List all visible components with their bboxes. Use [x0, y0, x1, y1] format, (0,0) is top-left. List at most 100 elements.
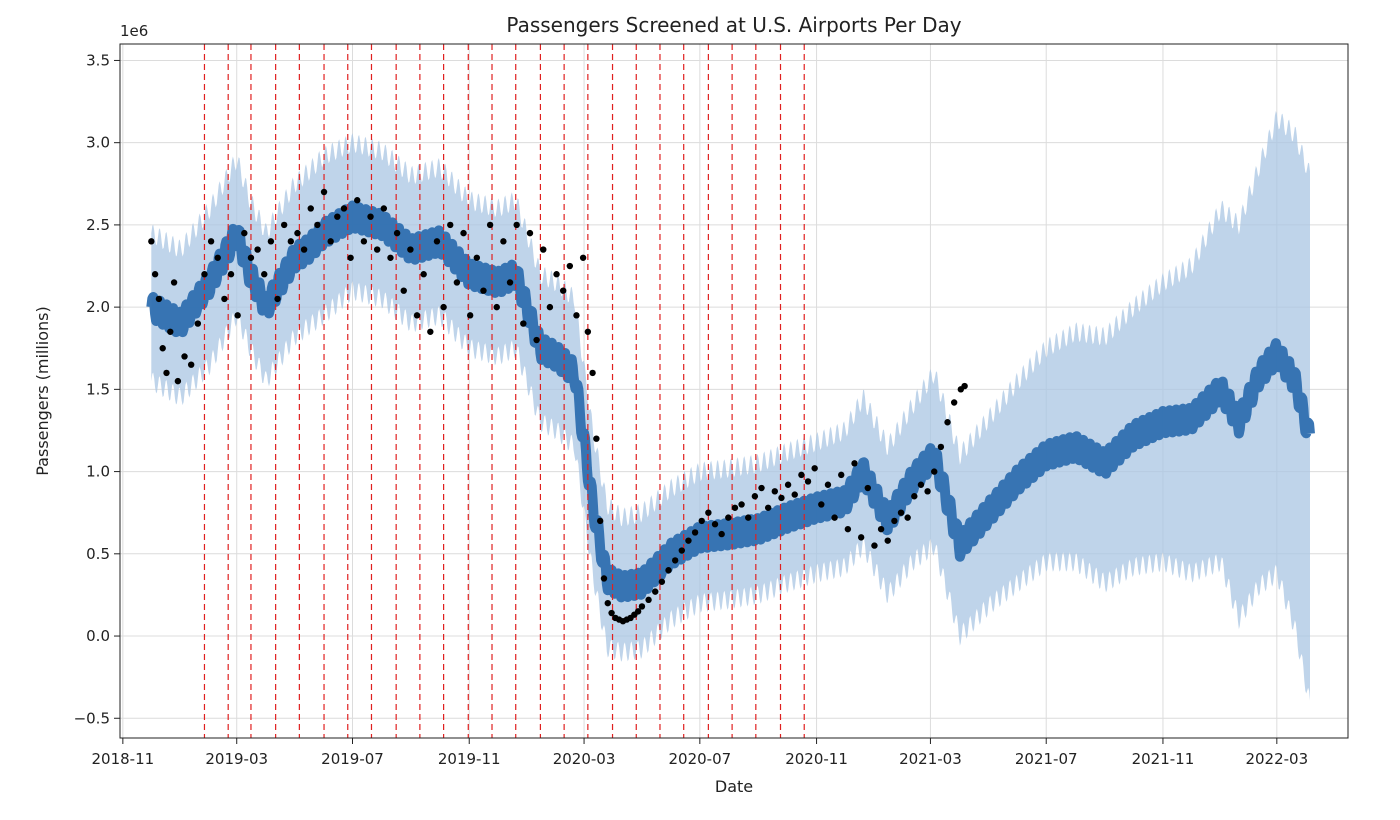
- observed-point: [671, 557, 679, 564]
- y-axis-offset-label: 1e6: [120, 22, 148, 40]
- observed-point: [589, 369, 596, 377]
- y-tick-label: 1.5: [86, 380, 110, 398]
- observed-point: [931, 468, 938, 475]
- x-tick-label: 2019-11: [438, 750, 501, 768]
- observed-point: [340, 205, 348, 212]
- y-tick-label: 1.0: [86, 463, 110, 481]
- observed-point: [447, 221, 454, 229]
- observed-point: [838, 471, 845, 479]
- forecast-layer: [146, 200, 1315, 603]
- observed-point: [460, 229, 467, 237]
- observed-point: [546, 303, 554, 311]
- observed-point: [300, 246, 308, 253]
- observed-point: [506, 279, 514, 286]
- observed-point: [347, 254, 354, 261]
- observed-point: [758, 484, 765, 492]
- observed-point: [241, 229, 248, 237]
- observed-point: [526, 229, 534, 237]
- observed-point: [500, 238, 507, 245]
- observed-point: [201, 271, 208, 278]
- observed-point: [387, 254, 394, 261]
- y-tick-label: 0.0: [86, 627, 110, 645]
- observed-point: [559, 287, 567, 294]
- observed-point: [393, 229, 401, 237]
- observed-point: [466, 312, 474, 319]
- observed-point: [600, 575, 608, 582]
- observed-point: [725, 514, 732, 521]
- observed-point: [314, 221, 321, 229]
- y-axis-ticks: −0.5 0.0 0.5 1.0 1.5 2.0 2.5 3.0 3.5: [74, 51, 120, 727]
- observed-point: [327, 238, 334, 245]
- observed-point: [579, 254, 587, 261]
- observed-point: [652, 588, 659, 595]
- observed-point: [593, 435, 600, 442]
- observed-point: [400, 287, 407, 294]
- x-tick-label: 2021-03: [899, 750, 962, 768]
- observed-point: [155, 295, 163, 303]
- observed-point: [433, 238, 441, 245]
- observed-point: [771, 488, 779, 495]
- observed-point: [170, 279, 178, 286]
- observed-point: [911, 493, 918, 500]
- observed-point: [864, 484, 872, 492]
- x-tick-label: 2020-03: [553, 750, 616, 768]
- x-tick-label: 2021-07: [1015, 750, 1078, 768]
- observed-point: [658, 578, 666, 585]
- x-tick-label: 2020-07: [668, 750, 731, 768]
- observed-point: [163, 369, 170, 377]
- observed-point: [904, 514, 911, 521]
- observed-point: [148, 238, 155, 245]
- observed-point: [453, 279, 461, 286]
- observed-point: [705, 509, 712, 516]
- observed-point: [380, 205, 388, 212]
- observed-points-layer: [148, 188, 968, 625]
- observed-point: [427, 328, 434, 335]
- observed-point: [645, 596, 652, 604]
- observed-point: [584, 328, 592, 335]
- observed-point: [227, 271, 235, 278]
- observed-point: [924, 488, 931, 495]
- observed-point: [831, 514, 838, 521]
- observed-point: [159, 345, 166, 352]
- observed-point: [473, 254, 481, 261]
- y-tick-label: 2.5: [86, 216, 110, 234]
- observed-point: [234, 312, 241, 319]
- observed-point: [174, 377, 182, 385]
- observed-point: [711, 521, 719, 528]
- observed-point: [274, 295, 281, 303]
- observed-point: [440, 303, 447, 311]
- y-tick-label: 2.0: [86, 298, 110, 316]
- observed-point: [553, 271, 560, 278]
- observed-point: [877, 525, 885, 533]
- y-tick-label: 3.0: [86, 134, 110, 152]
- observed-point: [520, 320, 527, 327]
- observed-point: [871, 542, 878, 549]
- observed-point: [267, 238, 275, 245]
- y-tick-label: −0.5: [74, 709, 110, 727]
- observed-point: [698, 517, 705, 525]
- observed-point: [167, 328, 174, 335]
- observed-point: [420, 271, 427, 278]
- observed-point: [917, 481, 925, 488]
- observed-point: [678, 547, 686, 554]
- observed-point: [818, 501, 825, 508]
- observed-point: [354, 197, 361, 204]
- observed-point: [596, 517, 604, 525]
- forecast-line: [146, 200, 1315, 603]
- changepoint-layer: [203, 44, 805, 738]
- observed-point: [247, 254, 255, 261]
- observed-point: [634, 608, 642, 615]
- observed-point: [493, 303, 500, 311]
- y-axis-label: Passengers (millions): [33, 306, 52, 476]
- observed-point: [738, 501, 745, 508]
- observed-point: [280, 221, 288, 229]
- observed-point: [798, 471, 805, 479]
- observed-point: [608, 609, 615, 617]
- observed-point: [307, 205, 314, 212]
- observed-point: [533, 336, 540, 344]
- observed-point: [844, 525, 852, 533]
- chart-title: Passengers Screened at U.S. Airports Per…: [506, 13, 961, 37]
- observed-point: [857, 534, 865, 541]
